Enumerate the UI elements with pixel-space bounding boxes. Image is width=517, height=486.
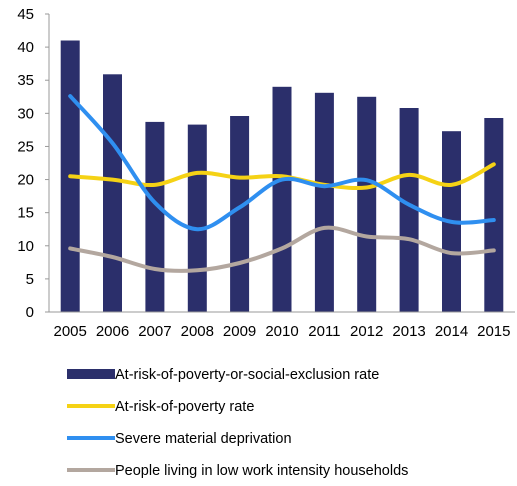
- y-axis-ticks: 0 5 10 15 20 25 30 35 40 45: [17, 6, 49, 321]
- bar-2011: [314, 92, 334, 312]
- x-tick-label-2013: 2013: [392, 323, 425, 340]
- x-tick-label-2007: 2007: [138, 323, 171, 340]
- y-tick-label-20: 20: [17, 172, 34, 189]
- x-tick-label-2012: 2012: [350, 323, 383, 340]
- line-series: [68, 94, 496, 273]
- legend-swatch-bar: [67, 369, 115, 379]
- x-tick-label-2008: 2008: [181, 323, 214, 340]
- line-series-2: [68, 94, 496, 232]
- bar-2008: [187, 124, 207, 312]
- y-tick-label-40: 40: [17, 39, 34, 56]
- bar-2010: [272, 86, 292, 312]
- legend-label-4: People living in low work intensity hous…: [115, 463, 408, 479]
- bar-2013: [399, 108, 419, 312]
- x-axis-ticks: 2005 2006 2007 2008 2009 2010 2011 2012 2013 2014…: [54, 323, 511, 340]
- y-tick-label-5: 5: [26, 271, 34, 288]
- y-tick-label-30: 30: [17, 105, 34, 122]
- y-tick-label-10: 10: [17, 238, 34, 255]
- y-tick-label-15: 15: [17, 205, 34, 222]
- legend-label-3: Severe material deprivation: [115, 431, 292, 447]
- line-series-3: [68, 225, 496, 273]
- x-tick-label-2015: 2015: [477, 323, 510, 340]
- x-tick-label-2009: 2009: [223, 323, 256, 340]
- y-tick-label-25: 25: [17, 138, 34, 155]
- axes: [48, 14, 515, 313]
- bar-2007: [145, 121, 165, 313]
- y-tick-label-35: 35: [17, 72, 34, 89]
- bar-2012: [357, 96, 377, 312]
- y-tick-label-0: 0: [26, 304, 34, 321]
- x-tick-label-2014: 2014: [435, 323, 468, 340]
- x-tick-label-2010: 2010: [265, 323, 298, 340]
- legend-label-1: At-risk-of-poverty-or-social-exclusion r…: [115, 367, 379, 383]
- x-tick-label-2005: 2005: [54, 323, 87, 340]
- bar-series: [60, 40, 504, 313]
- y-tick-label-45: 45: [17, 6, 34, 23]
- x-tick-label-2011: 2011: [308, 323, 340, 340]
- bar-2015: [484, 118, 504, 312]
- bar-2006: [103, 74, 122, 312]
- legend: At-risk-of-poverty-or-social-exclusion r…: [67, 367, 408, 479]
- x-tick-label-2006: 2006: [96, 323, 129, 340]
- legend-label-2: At-risk-of-poverty rate: [115, 399, 254, 415]
